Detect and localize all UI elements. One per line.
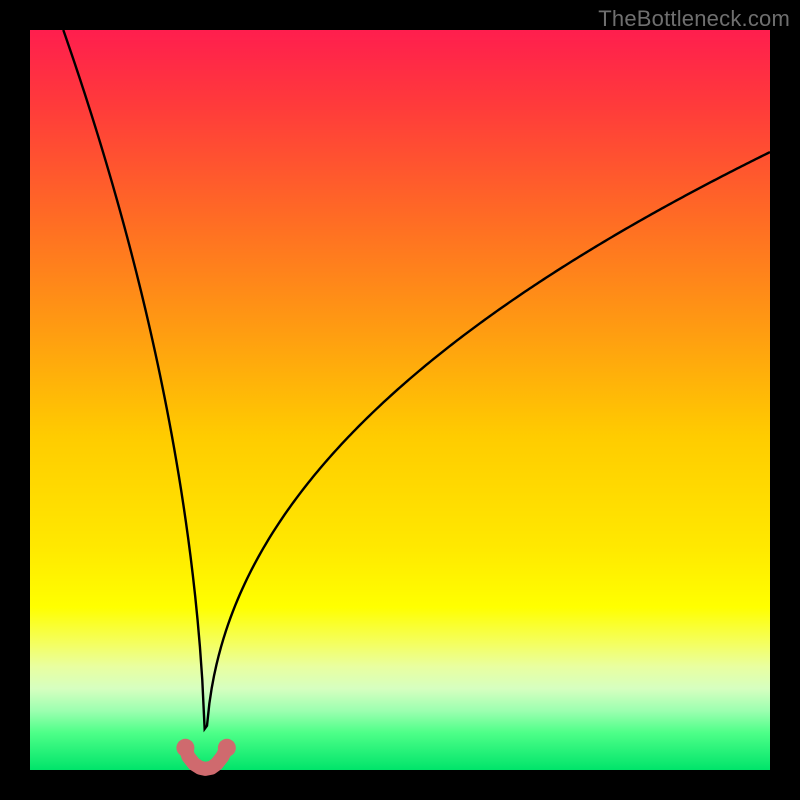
watermark-text: TheBottleneck.com <box>598 6 790 32</box>
gradient-background <box>30 30 770 770</box>
chart-container: TheBottleneck.com <box>0 0 800 800</box>
chart-svg <box>0 0 800 800</box>
